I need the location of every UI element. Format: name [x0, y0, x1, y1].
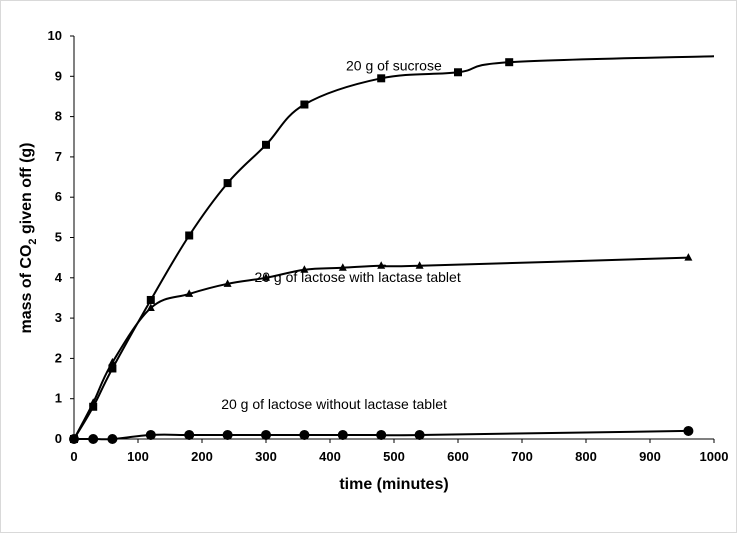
y-tick-label: 2	[55, 350, 62, 365]
square-marker	[377, 74, 386, 83]
x-tick-label: 900	[639, 449, 661, 464]
circle-marker	[107, 434, 118, 444]
y-tick-label: 4	[55, 270, 63, 285]
square-marker	[300, 100, 309, 109]
x-tick-label: 100	[127, 449, 149, 464]
series-line	[73, 55, 715, 440]
y-tick-label: 6	[55, 189, 62, 204]
y-tick-label: 3	[55, 310, 62, 325]
y-axis-title-part-1: mass of CO	[18, 245, 35, 334]
y-tick-label: 9	[55, 68, 62, 83]
x-tick-label: 500	[383, 449, 405, 464]
x-tick-label: 300	[255, 449, 277, 464]
series-markers	[69, 58, 694, 444]
square-marker	[262, 140, 270, 149]
triangle-marker	[146, 303, 155, 312]
circle-marker	[261, 429, 271, 440]
x-tick-label: 200	[191, 449, 213, 464]
x-tick-label: 800	[575, 449, 597, 464]
circle-marker	[376, 429, 387, 440]
series-label: 20 g of lactose without lactase tablet	[221, 396, 447, 412]
circle-marker	[184, 429, 195, 440]
triangle-marker	[300, 265, 309, 273]
circle-marker	[414, 429, 425, 440]
square-marker	[89, 402, 98, 411]
circle-marker	[299, 429, 310, 440]
y-tick-label: 0	[55, 431, 62, 446]
triangle-marker	[338, 263, 347, 271]
triangle-marker	[262, 273, 270, 281]
y-tick-label: 8	[55, 109, 62, 124]
triangle-marker	[415, 261, 424, 269]
y-tick-label: 10	[48, 28, 62, 43]
square-marker	[185, 231, 194, 240]
circle-marker	[69, 434, 79, 444]
series-labels: 20 g of sucrose 20 g of lactose with lact…	[221, 57, 461, 412]
series-label: 20 g of lactose with lactase tablet	[254, 269, 460, 285]
triangle-marker	[377, 261, 386, 269]
x-tick-label: 600	[447, 449, 469, 464]
triangle-marker	[185, 289, 194, 297]
series-label: 20 g of sucrose	[346, 57, 442, 73]
y-tick-label: 1	[55, 391, 62, 406]
triangle-marker	[89, 398, 98, 406]
y-tick-label: 7	[55, 149, 62, 164]
square-marker	[454, 68, 462, 77]
x-tick-label: 0	[70, 449, 77, 464]
x-axis-title: time (minutes)	[339, 476, 448, 493]
x-tick-label: 400	[319, 449, 341, 464]
circle-marker	[222, 429, 233, 440]
x-tick-label: 700	[511, 449, 533, 464]
circle-marker	[145, 429, 156, 440]
square-marker	[146, 295, 155, 304]
series-curves	[73, 55, 715, 441]
triangle-marker	[223, 279, 232, 287]
square-marker	[223, 179, 232, 188]
square-marker	[108, 364, 117, 373]
circle-marker	[88, 434, 99, 444]
x-tick-label: 1000	[700, 449, 729, 464]
y-axis-title-subscript: 2	[27, 238, 39, 244]
triangle-marker	[108, 357, 117, 366]
y-axis-title: mass of CO2 given off (g)	[18, 142, 39, 333]
circle-marker	[337, 429, 348, 440]
y-axis-title-part-2: given off (g)	[18, 142, 35, 238]
y-tick-label: 5	[55, 230, 62, 245]
square-marker	[505, 58, 514, 67]
circle-marker	[683, 425, 694, 436]
triangle-marker	[684, 253, 693, 261]
